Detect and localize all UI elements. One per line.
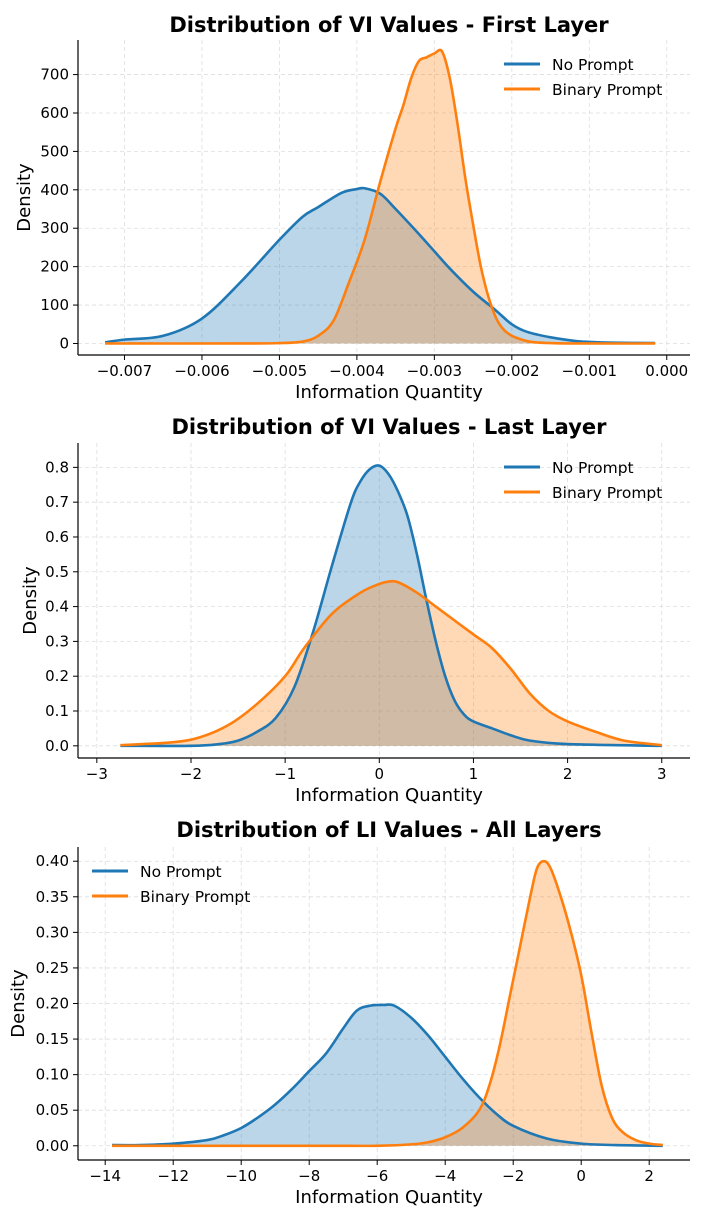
density-area-no-prompt [120,465,662,746]
x-tick-label: −4 [434,1167,456,1185]
y-tick-label: 0.35 [36,888,69,906]
y-tick-label: 200 [40,258,69,276]
chart-panel-3: −14 −12 −10 −8 −6 −4 −2 0 2 0.00 0.05 0.10 0.15 0.20 0… [8,818,690,1208]
density-area-binary-prompt [120,581,662,746]
x-tick-label: −2 [180,765,202,783]
legend: No Prompt Binary Prompt [504,459,662,502]
y-tick-label: 700 [40,66,69,84]
y-tick-label: 0.7 [45,493,69,511]
x-tick-label: 1 [469,765,479,783]
chart-panel-1: −0.007 −0.006 −0.005 −0.004 −0.003 −0.002 −0.0… [14,13,690,403]
x-tick-label: −0.007 [97,362,153,380]
x-tick-label: −8 [298,1167,320,1185]
x-tick-label: −1 [274,765,296,783]
x-tick-label: 0 [576,1167,586,1185]
legend-label: Binary Prompt [552,81,662,99]
y-tick-label: 500 [40,142,69,160]
chart-title: Distribution of LI Values - All Layers [176,818,601,842]
density-line-binary-prompt [120,579,662,747]
chart-title: Distribution of VI Values - Last Layer [172,415,608,439]
x-tick-label: −14 [89,1167,121,1185]
density-line-no-prompt [104,186,656,345]
y-tick-label: 600 [40,104,69,122]
x-tick-label: −0.002 [484,362,540,380]
x-tick-label: −0.006 [174,362,230,380]
x-tick-label: 3 [657,765,667,783]
legend-label: No Prompt [140,863,222,881]
density-line-binary-prompt [105,48,656,345]
density-line-no-prompt [111,1003,663,1148]
x-tick-label: 0 [375,765,385,783]
y-tick-label: 0.15 [36,1030,69,1048]
x-tick-label: 2 [563,765,573,783]
legend-label: Binary Prompt [552,484,662,502]
chart-panel-2: −3 −2 −1 0 1 2 3 0.0 0.1 0.2 0.3 0.4 0.5 0.6 0.7 0.8 Dis… [20,415,690,806]
x-tick-label: 2 [644,1167,654,1185]
y-tick-label: 0.3 [45,632,69,650]
y-tick-label: 0.05 [36,1101,69,1119]
legend-label: Binary Prompt [140,888,250,906]
y-tick-label: 0.00 [36,1137,69,1155]
density-area-no-prompt [105,187,656,344]
legend: No Prompt Binary Prompt [92,863,250,906]
y-axis-label: Density [14,163,35,232]
y-tick-label: 0.25 [36,959,69,977]
x-axis-label: Information Quantity [295,1187,483,1208]
x-tick-label: −0.004 [329,362,385,380]
x-axis-label: Information Quantity [295,785,483,806]
x-tick-label: −6 [366,1167,388,1185]
y-tick-label: 0.2 [45,667,69,685]
y-axis-label: Density [8,969,29,1038]
x-tick-label: −2 [502,1167,524,1185]
x-tick-label: −0.001 [562,362,618,380]
legend-label: No Prompt [552,56,634,74]
y-tick-label: 0.5 [45,563,69,581]
density-line-no-prompt [120,464,662,748]
y-tick-label: 0.6 [45,528,69,546]
y-tick-label: 0.1 [45,702,69,720]
legend: No Prompt Binary Prompt [504,56,662,99]
x-tick-label: −0.003 [407,362,463,380]
y-tick-label: 0 [59,334,69,352]
y-tick-label: 0.10 [36,1066,69,1084]
y-tick-label: 0.30 [36,923,69,941]
x-tick-label: −0.005 [252,362,308,380]
x-tick-label: 0.000 [645,362,688,380]
y-tick-label: 0.40 [36,852,69,870]
chart-title: Distribution of VI Values - First Layer [169,13,609,37]
y-tick-label: 100 [40,296,69,314]
y-tick-label: 0.4 [45,598,69,616]
y-tick-label: 0.20 [36,995,69,1013]
x-axis-label: Information Quantity [295,382,483,403]
density-area-binary-prompt [112,861,663,1146]
y-tick-label: 0.0 [45,737,69,755]
density-area-no-prompt [112,1004,663,1146]
density-line-binary-prompt [112,859,663,1148]
y-tick-label: 300 [40,219,69,237]
legend-label: No Prompt [552,459,634,477]
x-tick-label: −3 [86,765,108,783]
x-tick-label: −12 [157,1167,189,1185]
y-axis-label: Density [20,566,41,635]
y-tick-label: 400 [40,181,69,199]
y-tick-label: 0.8 [45,458,69,476]
density-area-binary-prompt [105,49,656,344]
x-tick-label: −10 [225,1167,257,1185]
